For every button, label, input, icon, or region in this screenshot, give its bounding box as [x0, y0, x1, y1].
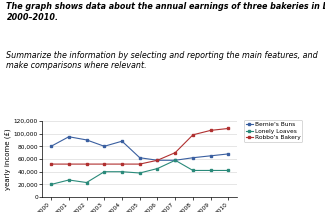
Bernie's Buns [227, 153, 230, 155]
Robbo's Bakery [173, 151, 177, 154]
Bernie's Buns [120, 140, 124, 142]
Lonely Loaves [49, 183, 53, 186]
Bernie's Buns [156, 159, 160, 162]
Robbo's Bakery [120, 163, 124, 165]
Lonely Loaves [120, 170, 124, 173]
Robbo's Bakery [156, 159, 160, 162]
Robbo's Bakery [209, 129, 213, 132]
Bernie's Buns [209, 155, 213, 157]
Robbo's Bakery [138, 163, 142, 165]
Robbo's Bakery [227, 127, 230, 130]
Lonely Loaves [84, 181, 88, 184]
Lonely Loaves [209, 169, 213, 172]
Lonely Loaves [156, 167, 160, 170]
Line: Robbo's Bakery: Robbo's Bakery [50, 127, 230, 165]
Line: Bernie's Buns: Bernie's Buns [50, 135, 230, 162]
Text: Summarize the information by selecting and reporting the main features, and
make: Summarize the information by selecting a… [6, 51, 318, 70]
Robbo's Bakery [191, 134, 195, 136]
Robbo's Bakery [49, 163, 53, 165]
Y-axis label: yearly income (£): yearly income (£) [5, 128, 11, 190]
Text: The graph shows data about the annual earnings of three bakeries in London,
2000: The graph shows data about the annual ea… [6, 2, 325, 22]
Bernie's Buns [49, 145, 53, 148]
Lonely Loaves [173, 159, 177, 162]
Lonely Loaves [191, 169, 195, 172]
Lonely Loaves [102, 170, 106, 173]
Bernie's Buns [102, 145, 106, 148]
Lonely Loaves [67, 179, 71, 181]
Bernie's Buns [84, 139, 88, 141]
Robbo's Bakery [102, 163, 106, 165]
Robbo's Bakery [67, 163, 71, 165]
Bernie's Buns [173, 159, 177, 162]
Lonely Loaves [138, 172, 142, 174]
Robbo's Bakery [84, 163, 88, 165]
Bernie's Buns [191, 156, 195, 159]
Legend: Bernie's Buns, Lonely Loaves, Robbo's Bakery: Bernie's Buns, Lonely Loaves, Robbo's Ba… [244, 120, 302, 142]
Bernie's Buns [138, 156, 142, 159]
Lonely Loaves [227, 169, 230, 172]
Bernie's Buns [67, 135, 71, 138]
Line: Lonely Loaves: Lonely Loaves [50, 159, 230, 186]
